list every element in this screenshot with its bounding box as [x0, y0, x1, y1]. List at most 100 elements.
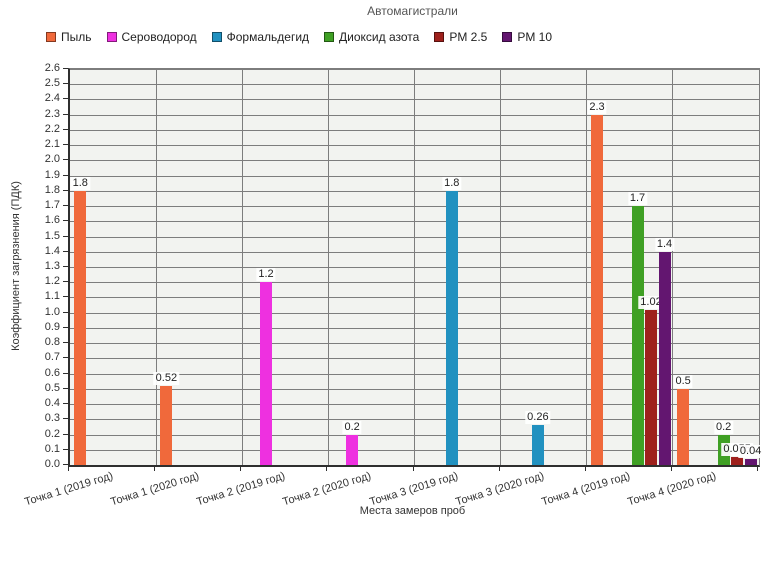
- x-axis-category-label: Точка 3 (2020 год): [453, 470, 546, 509]
- y-axis-tick-label: 0.8: [44, 336, 60, 349]
- y-axis-tick-label: 1.6: [44, 214, 60, 227]
- x-axis-category-label: Точка 3 (2019 год): [367, 470, 460, 509]
- bar-value-label: 1.8: [70, 176, 90, 190]
- gridline-vertical: [155, 69, 157, 465]
- bar: [631, 206, 644, 465]
- y-axis-tick-label: 2.1: [44, 138, 60, 151]
- x-axis-title: Места замеров проб: [359, 505, 466, 517]
- bar: [445, 190, 458, 465]
- gridline-vertical: [327, 69, 329, 465]
- y-axis-tick-label: 2.0: [44, 153, 60, 166]
- y-axis-tick-label: 0.4: [44, 397, 60, 410]
- legend-swatch-icon: [324, 32, 335, 42]
- y-axis-tick-label: 2.3: [44, 107, 60, 120]
- y-axis-tick-mark-icon: [63, 113, 68, 115]
- legend-item-label: Пыль: [61, 30, 92, 44]
- x-axis-tick-mark-icon: [68, 466, 69, 471]
- bar-value-label: 1.2: [256, 268, 276, 282]
- y-axis-tick-mark-icon: [63, 174, 68, 176]
- x-axis-tick-mark-icon: [240, 466, 242, 471]
- y-axis-tick-mark-icon: [63, 387, 68, 389]
- y-axis-tick-mark-icon: [63, 326, 68, 328]
- gridline-vertical: [672, 69, 674, 465]
- y-axis-tick-mark-icon: [63, 189, 68, 191]
- gridline-vertical: [586, 69, 588, 465]
- y-axis-tick-label: 1.0: [44, 305, 60, 318]
- y-axis-tick-mark-icon: [63, 235, 68, 237]
- y-axis-tick-label: 1.8: [44, 183, 60, 196]
- y-axis-tick-mark-icon: [63, 281, 68, 283]
- legend-swatch-icon: [106, 32, 117, 42]
- legend-item: Диоксид азота: [324, 30, 419, 44]
- y-axis-tick-label: 1.3: [44, 260, 60, 272]
- y-axis-tick-label: 1.4: [44, 244, 60, 257]
- y-axis-tick-mark-icon: [63, 342, 68, 344]
- y-axis-tick-mark-icon: [63, 144, 68, 146]
- bar-value-label: 2.3: [587, 100, 607, 114]
- y-axis-tick-mark-icon: [63, 159, 68, 161]
- y-axis-tick-mark-icon: [63, 266, 68, 267]
- y-axis-tick-mark-icon: [63, 68, 68, 69]
- legend-item: PM 2.5: [434, 30, 487, 44]
- x-axis-tick-mark-icon: [498, 466, 500, 471]
- x-axis-category-label: Точка 1 (2020 год): [109, 470, 201, 509]
- bar: [160, 385, 173, 465]
- y-axis-tick-label: 0.3: [44, 412, 60, 425]
- x-axis-category-label: Точка 2 (2019 год): [195, 470, 287, 509]
- y-axis-tick-label: 0.9: [44, 320, 60, 333]
- gridline-vertical: [414, 69, 415, 465]
- y-axis-title: Коэффициент загрязнения (ПДК): [10, 181, 22, 351]
- y-axis-tick-mark-icon: [63, 311, 68, 313]
- y-axis-tick-label: 1.5: [44, 229, 60, 242]
- x-axis-tick-mark-icon: [326, 466, 328, 471]
- y-axis-tick-mark-icon: [63, 418, 68, 420]
- y-axis-tick-mark-icon: [63, 357, 68, 359]
- x-axis-tick-mark-icon: [154, 466, 156, 471]
- y-axis-tick-mark-icon: [63, 83, 68, 85]
- y-axis-tick-label: 1.2: [44, 275, 60, 288]
- bar-value-label: 0.26: [525, 411, 551, 425]
- y-axis-tick-label: 0.0: [44, 458, 60, 470]
- bar: [645, 309, 657, 465]
- legend-item-label: Диоксид азота: [339, 30, 420, 44]
- y-axis-tick-mark-icon: [63, 296, 68, 298]
- legend-item-label: Формальдегид: [226, 30, 310, 44]
- bar: [744, 458, 757, 465]
- y-axis-tick-mark-icon: [63, 205, 68, 207]
- bar: [658, 251, 671, 465]
- y-axis-tick-label: 2.5: [44, 77, 60, 90]
- y-axis-tick-label: 1.7: [44, 199, 60, 212]
- y-axis-tick-mark-icon: [63, 220, 68, 222]
- bar: [74, 190, 87, 465]
- legend-item: Пыль: [46, 30, 92, 44]
- bar: [346, 434, 359, 465]
- bar: [591, 114, 603, 465]
- legend-item: Сероводород: [106, 30, 197, 44]
- y-axis-tick-mark-icon: [63, 250, 68, 252]
- bar-value-label: 0.2: [713, 420, 734, 434]
- legend-item: Формальдегид: [211, 30, 310, 44]
- legend-item-label: PM 2.5: [449, 30, 488, 44]
- legend-item-label: PM 10: [517, 30, 553, 44]
- legend-item: PM 10: [502, 30, 552, 44]
- x-axis-category-label: Точка 4 (2020 год): [626, 470, 718, 509]
- y-axis-tick-mark-icon: [63, 403, 68, 405]
- legend: Пыль Сероводород Формальдегид Диоксид азота…: [46, 30, 552, 44]
- x-axis-category-label: Точка 2 (2020 год): [281, 470, 373, 509]
- y-axis-tick-label: 2.4: [44, 92, 60, 105]
- y-axis-tick-label: 0.7: [44, 351, 60, 364]
- x-axis-tick-mark-icon: [584, 466, 586, 471]
- bar: [677, 388, 690, 465]
- y-axis-tick-mark-icon: [63, 128, 68, 130]
- x-axis-tick-mark-icon: [757, 466, 758, 471]
- bar: [731, 456, 744, 465]
- bar: [260, 282, 272, 465]
- legend-swatch-icon: [46, 32, 56, 42]
- y-axis-tick-mark-icon: [63, 372, 68, 374]
- gridline-vertical: [241, 69, 243, 465]
- y-axis-tick-label: 2.6: [44, 62, 60, 74]
- bar-value-label: 1.02: [638, 295, 664, 309]
- bar-value-label: 0.04: [737, 444, 764, 458]
- bar-value-label: 1.4: [654, 237, 675, 251]
- y-axis-tick-mark-icon: [63, 433, 68, 435]
